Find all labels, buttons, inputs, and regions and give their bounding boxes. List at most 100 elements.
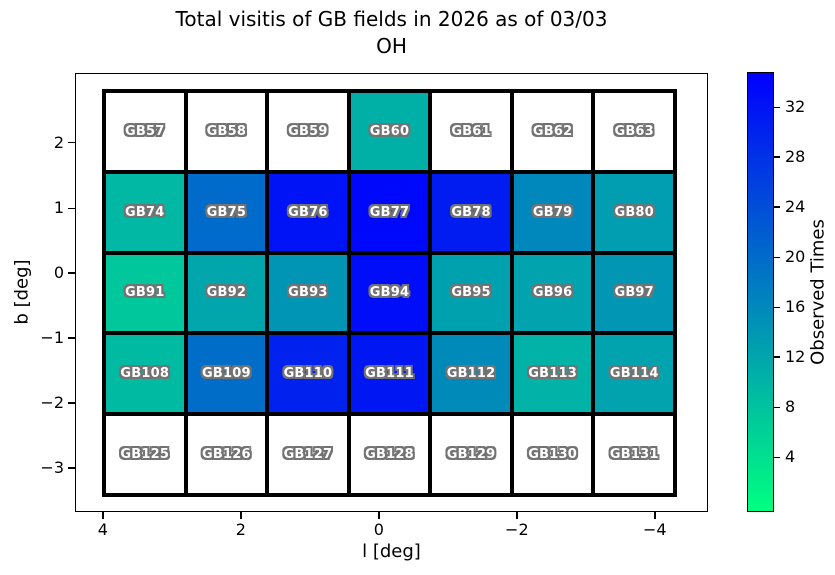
field-cell-GB62: GB62: [511, 91, 594, 172]
colorbar-label: Observed Times: [807, 219, 829, 365]
y-tick-label: −2: [40, 393, 64, 413]
field-cell-label: GB80: [614, 204, 654, 220]
field-cell-label: GB91: [125, 285, 165, 301]
field-cell-label: GB126: [201, 447, 251, 463]
field-cell-label: GB79: [532, 204, 573, 220]
field-cell-GB127: GB127: [267, 414, 349, 495]
x-tick-label: −4: [643, 520, 667, 539]
x-tick-mark: [378, 512, 380, 519]
colorbar-tick-mark: [774, 356, 780, 358]
field-cell-label: GB131: [609, 447, 659, 463]
field-cell-GB128: GB128: [348, 414, 431, 495]
field-grid: GB57 GB58 GB59 GB60 GB61 GB62 GB63 GB74 GB75 GB76…: [102, 89, 677, 497]
field-cell-label: GB62: [532, 123, 573, 139]
colorbar-tick-label: 24: [785, 197, 806, 217]
colorbar-tick-label: 28: [785, 146, 806, 166]
field-cell-GB75: GB75: [185, 171, 268, 253]
field-cell-GB92: GB92: [185, 252, 268, 334]
colorbar-tick-label: 12: [785, 347, 806, 367]
field-cell-label: GB60: [369, 123, 410, 139]
x-tick-mark: [102, 512, 104, 519]
x-tick-mark: [240, 512, 242, 519]
field-cell-GB76: GB76: [267, 171, 349, 253]
field-cell-label: GB94: [369, 285, 410, 301]
x-tick-label: 4: [97, 520, 108, 539]
y-tick-mark: [68, 272, 75, 274]
field-cell-GB96: GB96: [511, 252, 594, 334]
y-tick-mark: [68, 467, 75, 469]
field-cell-GB94: GB94: [348, 252, 431, 334]
field-cell-label: GB114: [609, 366, 659, 382]
y-tick-label: −1: [40, 328, 64, 348]
field-cell-GB91: GB91: [104, 252, 186, 334]
field-cell-label: GB63: [614, 123, 654, 139]
field-cell-label: GB58: [206, 123, 247, 139]
field-cell-label: GB112: [446, 366, 496, 382]
colorbar-tick-mark: [774, 306, 780, 309]
chart-subtitle: OH: [376, 34, 407, 58]
y-tick-mark: [68, 142, 75, 144]
field-cell-GB59: GB59: [267, 91, 349, 172]
field-cell-GB93: GB93: [267, 252, 349, 334]
field-cell-label: GB76: [288, 204, 328, 220]
field-cell-label: GB127: [283, 447, 333, 463]
y-tick-label: 1: [53, 198, 64, 218]
field-cell-GB125: GB125: [104, 414, 186, 495]
field-cell-GB60: GB60: [348, 91, 431, 172]
x-tick-mark: [516, 512, 518, 519]
field-cell-label: GB59: [288, 123, 328, 139]
colorbar-tick-label: 16: [785, 297, 806, 317]
field-cell-GB131: GB131: [593, 414, 675, 495]
colorbar-tick-mark: [774, 456, 780, 459]
field-cell-label: GB92: [206, 285, 247, 301]
field-cell-label: GB125: [120, 447, 170, 463]
field-cell-label: GB109: [201, 366, 251, 382]
field-cell-GB80: GB80: [593, 171, 675, 253]
field-cell-label: GB113: [528, 366, 577, 382]
field-cell-GB57: GB57: [104, 91, 186, 172]
field-cell-label: GB111: [365, 366, 414, 382]
field-cell-GB109: GB109: [185, 333, 268, 415]
field-cell-label: GB110: [283, 366, 333, 382]
y-tick-mark: [68, 402, 75, 404]
field-cell-label: GB129: [446, 447, 496, 463]
field-cell-GB112: GB112: [430, 333, 512, 415]
field-cell-GB126: GB126: [185, 414, 268, 495]
colorbar-tick-mark: [774, 206, 780, 208]
field-cell-label: GB130: [528, 447, 577, 463]
field-cell-label: GB108: [120, 366, 170, 382]
colorbar-tick-mark: [774, 106, 780, 108]
y-tick-mark: [68, 337, 75, 339]
field-cell-GB113: GB113: [511, 333, 594, 415]
field-cell-GB130: GB130: [511, 414, 594, 495]
colorbar-tick-mark: [774, 256, 780, 258]
field-cell-GB77: GB77: [348, 171, 431, 253]
field-cell-GB63: GB63: [593, 91, 675, 172]
colorbar-tick-label: 4: [785, 447, 796, 467]
field-cell-GB129: GB129: [430, 414, 512, 495]
x-tick-label: 2: [235, 520, 246, 539]
chart-title: Total visitis of GB fields in 2026 as of…: [175, 7, 608, 31]
colorbar-tick-label: 20: [785, 247, 806, 267]
colorbar-tick-mark: [774, 156, 780, 158]
field-cell-label: GB128: [365, 447, 414, 463]
field-cell-label: GB78: [451, 204, 491, 220]
field-cell-GB78: GB78: [430, 171, 512, 253]
field-cell-label: GB77: [369, 204, 410, 220]
y-tick-label: −3: [40, 458, 64, 478]
field-cell-label: GB97: [614, 285, 654, 301]
field-cell-label: GB95: [451, 285, 491, 301]
field-cell-GB97: GB97: [593, 252, 675, 334]
y-tick-label: 2: [53, 132, 64, 152]
y-tick-label: 0: [53, 263, 64, 283]
colorbar-tick-label: 32: [785, 97, 806, 117]
x-axis-label: l [deg]: [362, 541, 421, 562]
field-cell-label: GB74: [125, 204, 165, 220]
field-cell-GB108: GB108: [104, 333, 186, 415]
field-cell-GB61: GB61: [430, 91, 512, 172]
field-cell-GB74: GB74: [104, 171, 186, 253]
x-tick-label: −2: [505, 520, 529, 539]
x-tick-mark: [654, 512, 656, 519]
colorbar-tick-label: 8: [785, 397, 796, 417]
